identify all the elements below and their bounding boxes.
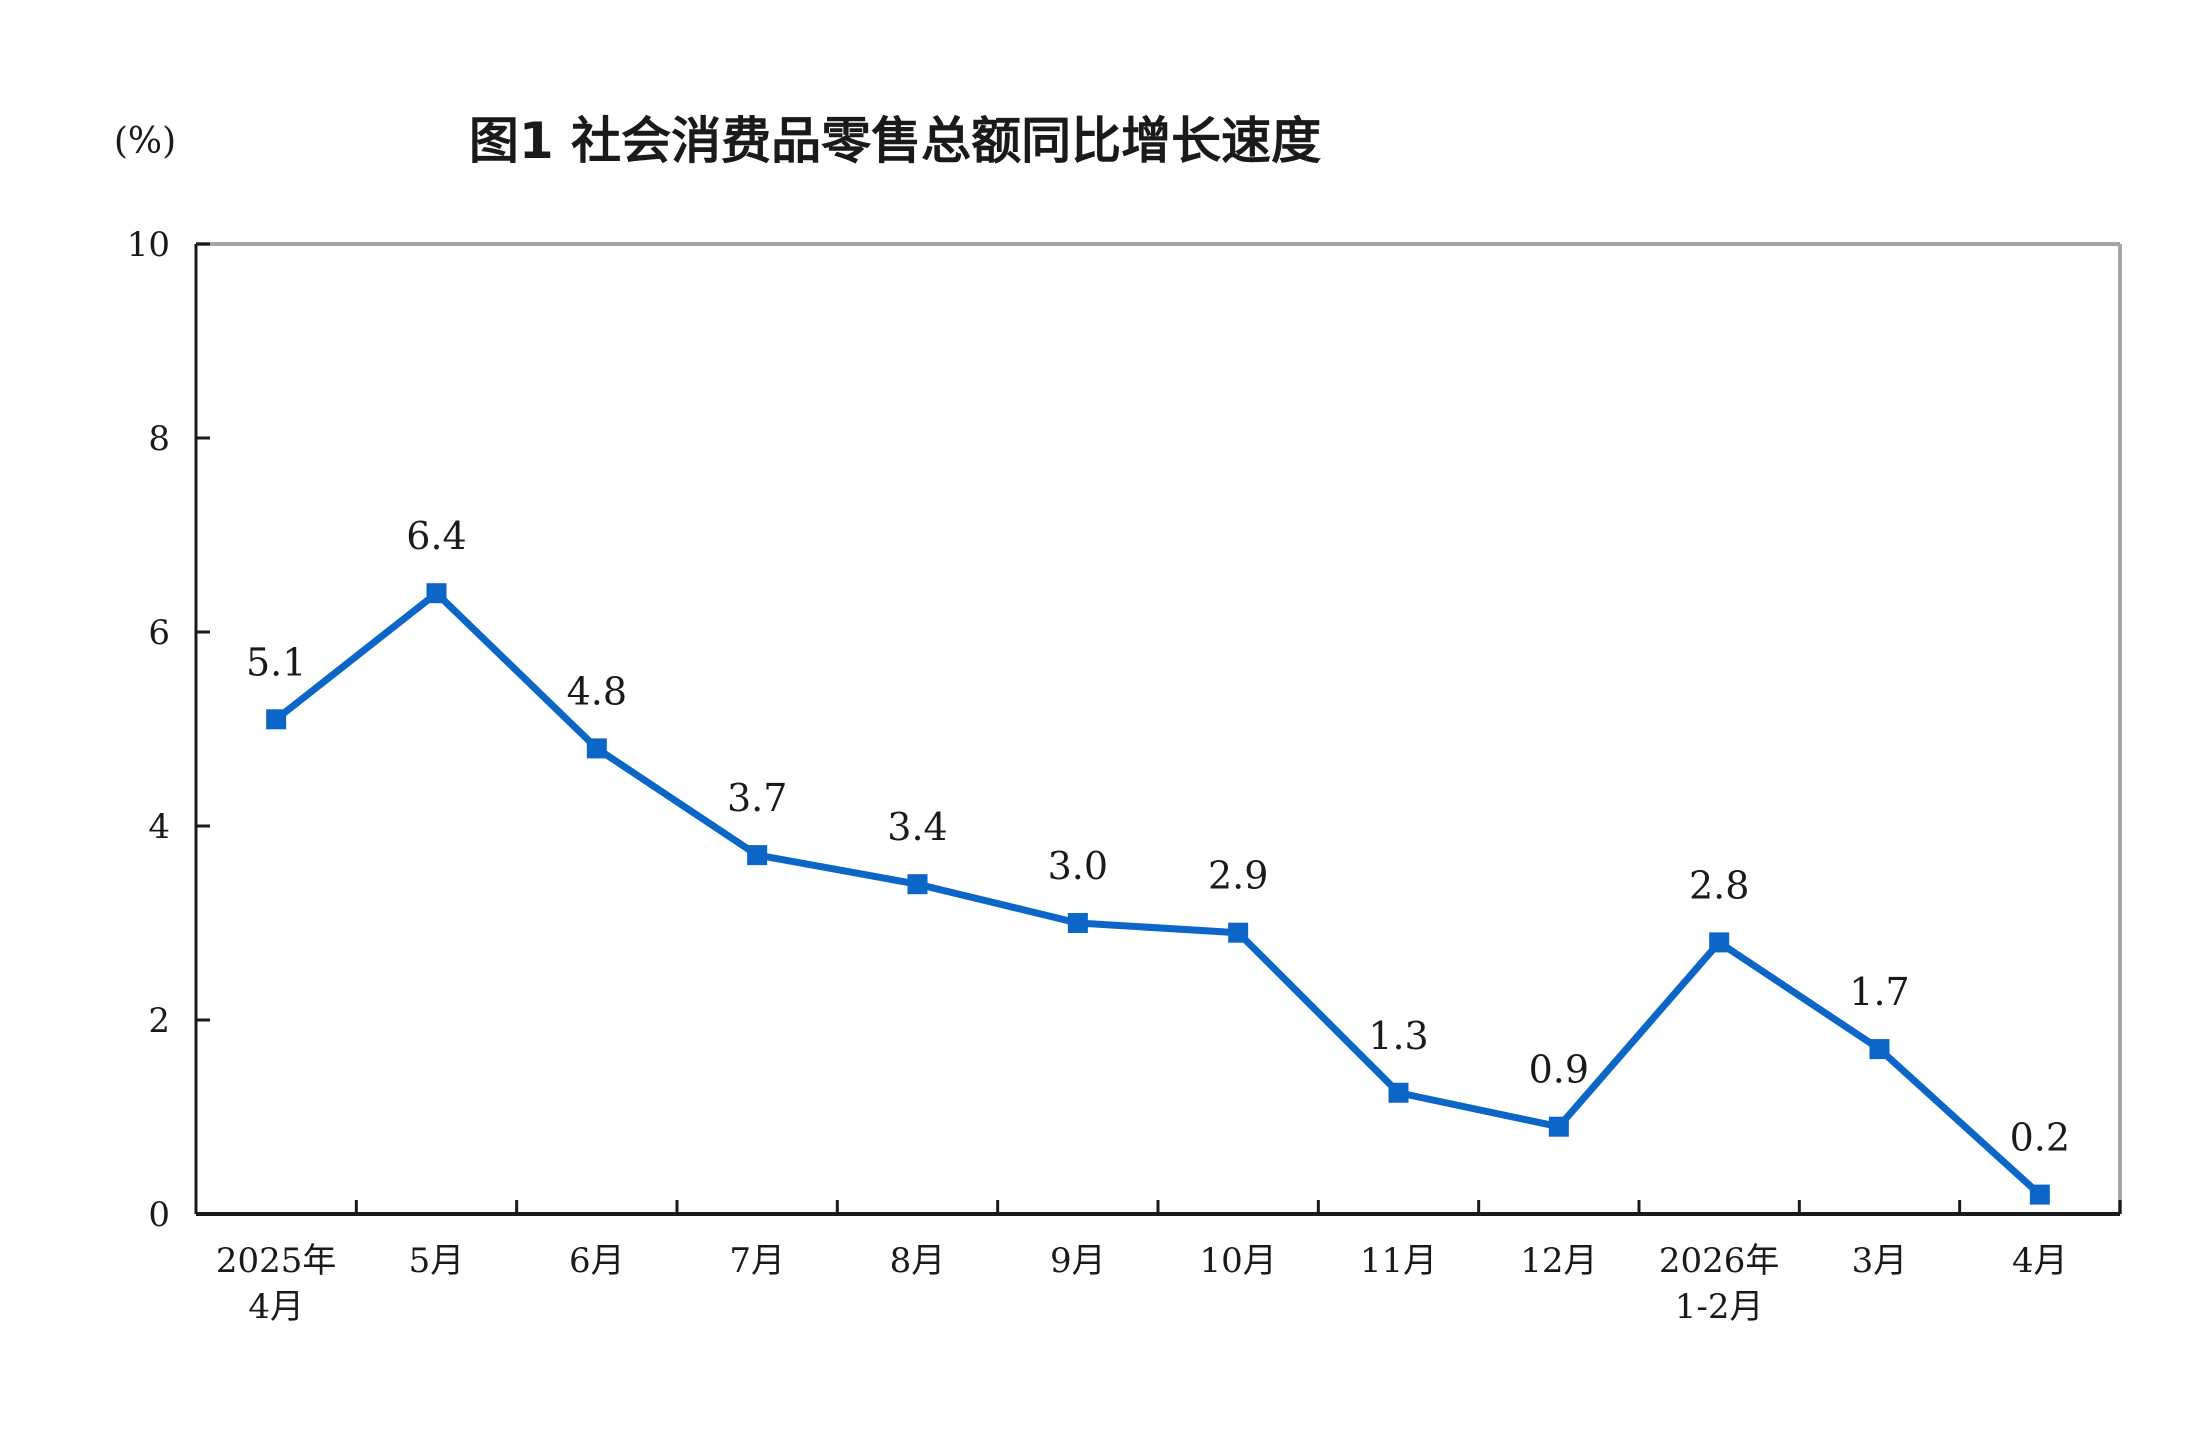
data-label: 2.9 <box>1208 854 1268 898</box>
data-point-marker <box>1548 1116 1569 1137</box>
data-label: 1.7 <box>1849 970 1909 1014</box>
data-label: 4.8 <box>567 669 627 713</box>
series-line-group <box>272 589 2044 1199</box>
data-point-marker <box>1067 913 1088 933</box>
data-label: 3.0 <box>1048 844 1108 888</box>
x-tick-label: 10月 <box>1200 1241 1277 1281</box>
data-label: 5.1 <box>246 640 306 684</box>
x-tick-label: 5月 <box>409 1241 465 1281</box>
x-tick-label: 6月 <box>569 1241 625 1281</box>
x-axis: 2025年 4月 5月 6月 7月 8月 9月 10月 11月 12月 2026年 1-2月 3月 4月 <box>196 1200 2122 1327</box>
y-tick-label: 6 <box>148 613 170 653</box>
y-tick-label: 0 <box>148 1195 170 1235</box>
x-tick-label: 4月 <box>248 1287 304 1327</box>
x-tick-label: 2025年 <box>216 1241 337 1281</box>
data-point-marker <box>586 738 607 759</box>
y-tick-label: 4 <box>148 807 170 847</box>
y-tick-label: 10 <box>127 225 170 265</box>
data-labels: 5.1 6.4 4.8 3.7 3.4 3.0 2.9 1.3 0.9 2.8 1.7 0.2 <box>246 514 2070 1159</box>
x-tick-label: 9月 <box>1050 1241 1106 1281</box>
data-label: 2.8 <box>1689 863 1749 907</box>
chart-title: 图1 社会消费品零售总额同比增长速度 <box>469 112 1321 170</box>
data-label: 3.4 <box>887 805 947 849</box>
x-tick-label: 2026年 <box>1659 1241 1780 1281</box>
data-point-marker <box>907 874 928 895</box>
data-point-marker <box>1388 1082 1409 1103</box>
data-label: 1.3 <box>1368 1014 1428 1058</box>
data-label: 6.4 <box>406 514 466 558</box>
x-tick-label: 11月 <box>1360 1241 1437 1281</box>
data-label: 3.7 <box>727 776 787 820</box>
series-line <box>272 589 2044 1199</box>
data-point-marker <box>1709 932 1730 953</box>
y-axis: 0 2 4 6 8 10 <box>127 225 210 1235</box>
data-point-marker <box>426 583 447 604</box>
data-point-marker <box>1228 922 1249 943</box>
y-tick-label: 8 <box>148 419 170 459</box>
plot-frame <box>196 242 2122 1214</box>
x-tick-label: 3月 <box>1852 1241 1908 1281</box>
y-tick-label: 2 <box>148 1001 170 1041</box>
x-tick-label: 12月 <box>1520 1241 1597 1281</box>
data-point-marker <box>1869 1039 1890 1060</box>
data-point-marker <box>266 709 287 730</box>
data-markers <box>266 583 2050 1205</box>
data-point-marker <box>2029 1184 2050 1205</box>
y-axis-unit: (%) <box>114 121 176 162</box>
data-point-marker <box>747 845 768 866</box>
x-tick-label: 1-2月 <box>1675 1287 1764 1327</box>
data-label: 0.9 <box>1529 1048 1589 1092</box>
data-label: 0.2 <box>2010 1116 2070 1160</box>
x-tick-label: 7月 <box>729 1241 785 1281</box>
x-tick-label: 4月 <box>2012 1241 2068 1281</box>
x-tick-label: 8月 <box>890 1241 946 1281</box>
